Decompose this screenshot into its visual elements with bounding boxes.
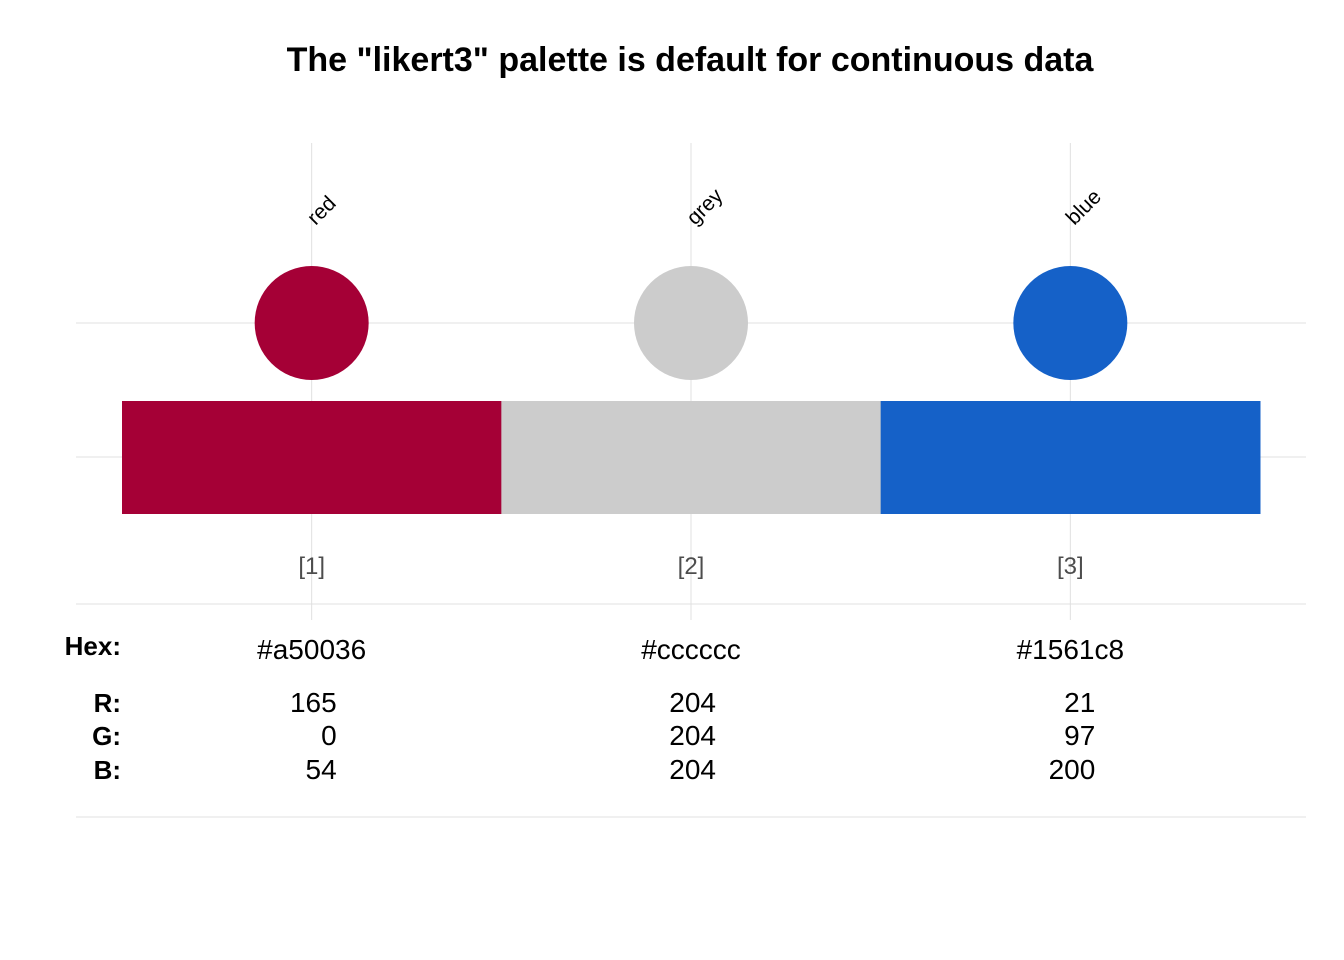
index-label-red: [1] xyxy=(298,553,325,580)
hex-value-blue: #1561c8 xyxy=(1017,634,1124,665)
r-row-label: R: xyxy=(94,688,121,718)
bar-segment-grey xyxy=(501,401,882,514)
color-name-grey: grey xyxy=(682,184,728,230)
hex-value-red: #a50036 xyxy=(257,634,366,665)
swatch-circles xyxy=(254,266,1128,380)
chart-title: The "likert3" palette is default for con… xyxy=(287,41,1095,79)
g-row-label: G: xyxy=(92,721,121,751)
r-value-grey: 204 xyxy=(669,687,716,718)
r-value-blue: 21 xyxy=(1064,687,1095,718)
hex-row-label: Hex: xyxy=(65,631,121,661)
bar-segment-red xyxy=(122,401,502,514)
hex-value-grey: #cccccc xyxy=(641,634,741,665)
color-name-red: red xyxy=(303,192,341,230)
g-value-blue: 97 xyxy=(1064,720,1095,751)
g-value-red: 0 xyxy=(321,720,337,751)
color-name-blue: blue xyxy=(1062,185,1106,229)
b-value-red: 54 xyxy=(306,754,337,785)
index-label-grey: [2] xyxy=(678,553,705,580)
swatch-circle-grey xyxy=(634,266,748,380)
b-value-blue: 200 xyxy=(1049,754,1096,785)
b-row-label: B: xyxy=(94,755,121,785)
index-label-blue: [3] xyxy=(1057,553,1084,580)
palette-bar xyxy=(122,401,1261,514)
r-value-red: 165 xyxy=(290,687,337,718)
bar-segment-blue xyxy=(880,401,1261,514)
g-value-grey: 204 xyxy=(669,720,716,751)
swatch-circle-blue xyxy=(1013,266,1128,380)
swatch-circle-red xyxy=(254,266,369,380)
b-value-grey: 204 xyxy=(669,754,716,785)
